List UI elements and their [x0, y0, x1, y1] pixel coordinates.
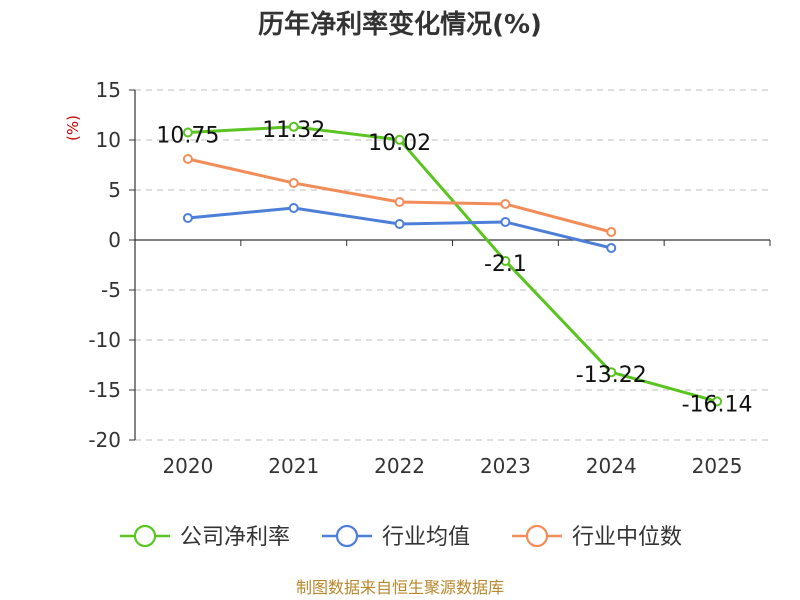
data-label: 11.32 — [262, 118, 325, 143]
y-tick-label: 5 — [108, 178, 121, 202]
y-tick-label: -15 — [88, 378, 121, 402]
data-label: -2.1 — [484, 252, 527, 277]
source-footer: 制图数据来自恒生聚源数据库 — [296, 578, 504, 597]
data-point — [394, 134, 405, 145]
data-point — [606, 227, 617, 237]
axes: 15 10 5 0 -5 -10 -15 -20 2020 2021 2022 2023 2024 202… — [88, 78, 771, 478]
data-point — [182, 154, 193, 164]
y-tick-label: -10 — [88, 328, 121, 352]
x-tick-label: 2023 — [480, 454, 531, 478]
y-tick-label: 15 — [96, 78, 121, 102]
y-tick-label: 0 — [108, 228, 121, 252]
legend: 公司净利率 行业均值 行业中位数 — [120, 524, 682, 550]
data-point — [182, 127, 193, 138]
legend-marker — [525, 524, 549, 548]
data-point — [288, 203, 299, 213]
legend-label: 公司净利率 — [180, 525, 290, 550]
data-point — [288, 121, 299, 132]
x-tick-label: 2025 — [692, 454, 743, 478]
data-label: 10.75 — [156, 124, 219, 149]
legend-marker — [335, 524, 359, 548]
x-tick-label: 2022 — [374, 454, 425, 478]
data-point — [394, 197, 405, 207]
y-tick-label: -20 — [88, 428, 121, 452]
series-lines — [182, 121, 723, 407]
data-label: 10.02 — [368, 131, 431, 156]
data-point — [182, 213, 193, 223]
y-axis-unit-label: (%) — [64, 115, 82, 141]
data-label: -13.22 — [576, 363, 647, 388]
y-tick-label: -5 — [101, 278, 121, 302]
data-point — [500, 217, 511, 227]
legend-label: 行业均值 — [382, 525, 470, 550]
legend-marker — [133, 524, 157, 548]
x-tick-label: 2020 — [162, 454, 213, 478]
x-tick-label: 2024 — [586, 454, 637, 478]
y-tick-label: 10 — [96, 128, 121, 152]
series-line-0 — [187, 125, 718, 403]
chart-title: 历年净利率变化情况(%) — [258, 9, 542, 40]
data-point — [500, 256, 511, 266]
data-point — [288, 178, 299, 188]
gridlines — [135, 89, 770, 441]
data-point — [712, 396, 723, 407]
legend-label: 行业中位数 — [572, 525, 682, 550]
data-point — [394, 219, 405, 229]
data-label: -16.14 — [682, 392, 753, 417]
data-labels: 10.75 11.32 10.02 -2.1 -13.22 -16.14 — [156, 118, 752, 418]
data-point — [606, 367, 617, 378]
data-point — [500, 199, 511, 209]
x-tick-label: 2021 — [268, 454, 319, 478]
data-point — [606, 243, 617, 253]
